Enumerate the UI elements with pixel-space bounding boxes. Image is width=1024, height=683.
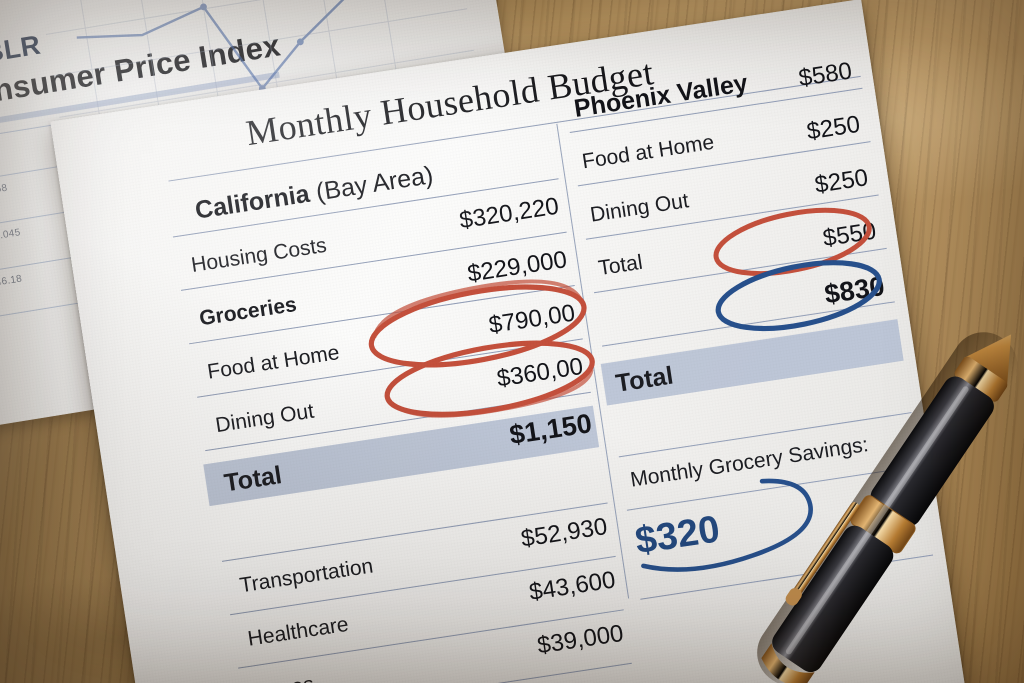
row-value-total-phoenix: $830 — [822, 270, 887, 310]
cpi-cell: 146.18 — [0, 273, 23, 290]
cpi-cell: 396.71 — [0, 139, 1, 155]
cpi-cell: 87.858 — [0, 182, 9, 199]
row-value-housing-costs: $320,220 — [457, 192, 561, 235]
row-rule — [640, 554, 934, 601]
bls-org-label: BLR — [0, 29, 43, 69]
savings-value: $320 — [632, 508, 723, 563]
row-value-groceries: $229,000 — [465, 246, 569, 288]
row-label-phoenix-dining-out: Dining Out — [588, 189, 691, 227]
budget-sheet: Monthly Household Budget California (Bay… — [50, 0, 966, 683]
row-label-transportation: Transportation — [238, 554, 375, 598]
row-value-food-at-home: $790,00 — [486, 299, 577, 340]
savings-label: Monthly Grocery Savings: — [628, 433, 870, 492]
row-label-dining-out: Dining Out — [213, 399, 316, 438]
row-label-phoenix-total-row: Total — [596, 250, 645, 281]
row-label-groceries: Groceries — [197, 292, 299, 331]
row-label-healthcare: Healthcare — [246, 612, 351, 651]
row-value-dining-out: $360,00 — [495, 352, 585, 393]
row-label-eases: Eases — [254, 673, 315, 683]
cpi-cell: 155.045 — [0, 227, 22, 245]
